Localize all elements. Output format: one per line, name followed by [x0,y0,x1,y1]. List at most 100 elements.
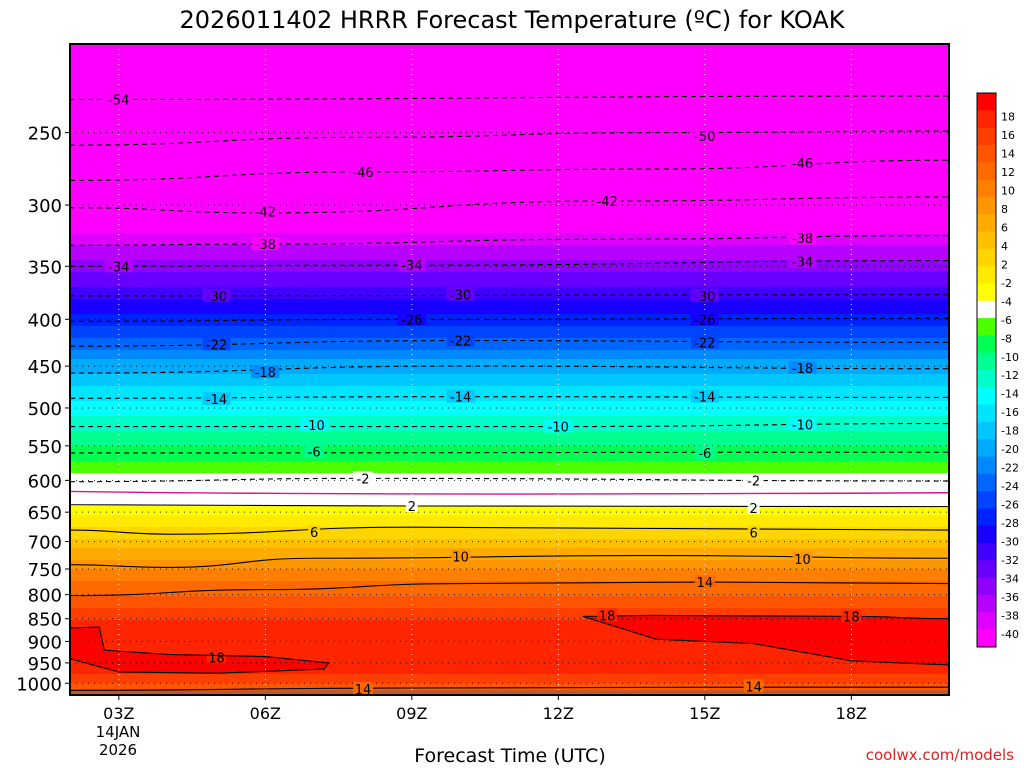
temperature-band [70,557,949,561]
x-tick-label: 06Z [250,704,281,723]
x-tick-label: 12Z [543,704,574,723]
temperature-band [70,647,949,651]
contour-line [70,365,949,374]
temperature-band [70,245,949,249]
contour-label: -42 [597,195,618,210]
contour-label: 10 [452,551,469,566]
x-tick-label: 09Z [396,704,427,723]
contour-label: -10 [548,421,569,436]
temperature-band [70,59,949,63]
temperature-band [70,251,949,255]
contour-line [70,626,330,674]
contour-label-bg [202,392,231,406]
contour-label: -34 [792,256,813,271]
temperature-band [70,167,949,171]
contour-label-bg [690,288,719,302]
temperature-band [70,131,949,135]
contour-line [70,526,949,535]
contour-label: 10 [794,553,811,568]
colorbar-label: -14 [1001,388,1019,401]
temperature-band [70,134,949,138]
colorbar-swatch [977,196,996,215]
temperature-band [70,368,949,372]
colorbar-swatch [977,456,996,475]
contour-label: -14 [206,393,227,408]
colorbar-swatch [977,629,996,648]
contour-label-bg [308,524,321,538]
colorbar-swatch [977,162,996,181]
temperature-band [70,563,949,567]
colorbar-label: -22 [1001,462,1019,475]
temperature-band [70,620,949,624]
colorbar-swatch [977,612,996,631]
plot-frame [69,43,950,696]
contour-label-bg [747,525,760,539]
temperature-band [70,626,949,630]
temperature-band [70,380,949,384]
temperature-band [70,62,949,66]
temperature-band [70,671,949,675]
temperature-band [70,644,949,648]
contour-label: 2 [750,502,758,517]
temperature-band [70,287,949,291]
temperature-band [70,683,949,687]
temperature-band [70,194,949,198]
y-tick-label: 750 [28,560,62,581]
temperature-band [70,491,949,495]
temperature-band [70,599,949,603]
temperature-band [70,326,949,330]
x-tick-label: 15Z [689,704,720,723]
temperature-band [70,542,949,546]
colorbar-label: -18 [1001,425,1019,438]
contour-label: -50 [694,130,715,145]
x-date-label-line2: 2026 [99,741,137,759]
y-tick-label: 950 [28,654,62,675]
temperature-band [70,185,949,189]
temperature-band [70,377,949,381]
temperature-band [70,236,949,240]
temperature-band [70,458,949,462]
temperature-band [70,110,949,114]
temperature-band [70,572,949,576]
temperature-band [70,638,949,642]
temperature-band [70,422,949,426]
temperature-band [70,578,949,582]
contour-label-bg [792,551,813,565]
temperature-band [70,140,949,144]
colorbar-swatch [977,508,996,527]
temperature-band [70,404,949,408]
contour-label: 6 [750,526,758,541]
temperature-band [70,257,949,261]
temperature-band [70,371,949,375]
contour-line [70,294,949,297]
contour-label-bg [446,389,475,403]
temperature-band [70,203,949,207]
temperature-band [70,314,949,318]
contour-label-bg [104,92,133,106]
temperature-band [70,338,949,342]
temperature-band [70,146,949,150]
temperature-band [70,641,949,645]
contour-label: -30 [450,289,471,304]
temperature-band [70,215,949,219]
temperature-band [70,569,949,573]
credit-text[interactable]: coolwx.com/models [866,746,1014,764]
colorbar-label: -20 [1001,443,1019,456]
colorbar-swatch [977,93,996,111]
contour-label: 2 [408,500,416,515]
contour-label-bg [788,254,817,268]
temperature-band [70,350,949,354]
colorbar-label: -8 [1001,332,1012,345]
contour-label: 6 [310,526,318,541]
temperature-band [70,470,949,474]
colorbar-swatch [977,421,996,440]
temperature-band [70,446,949,450]
x-date-label-line1: 14JAN [96,723,141,741]
temperature-band [70,407,949,411]
temperature-band [70,176,949,180]
temperature-band [70,320,949,324]
temperature-band [70,71,949,75]
contour-label-bg [690,335,719,349]
temperature-band [70,512,949,516]
